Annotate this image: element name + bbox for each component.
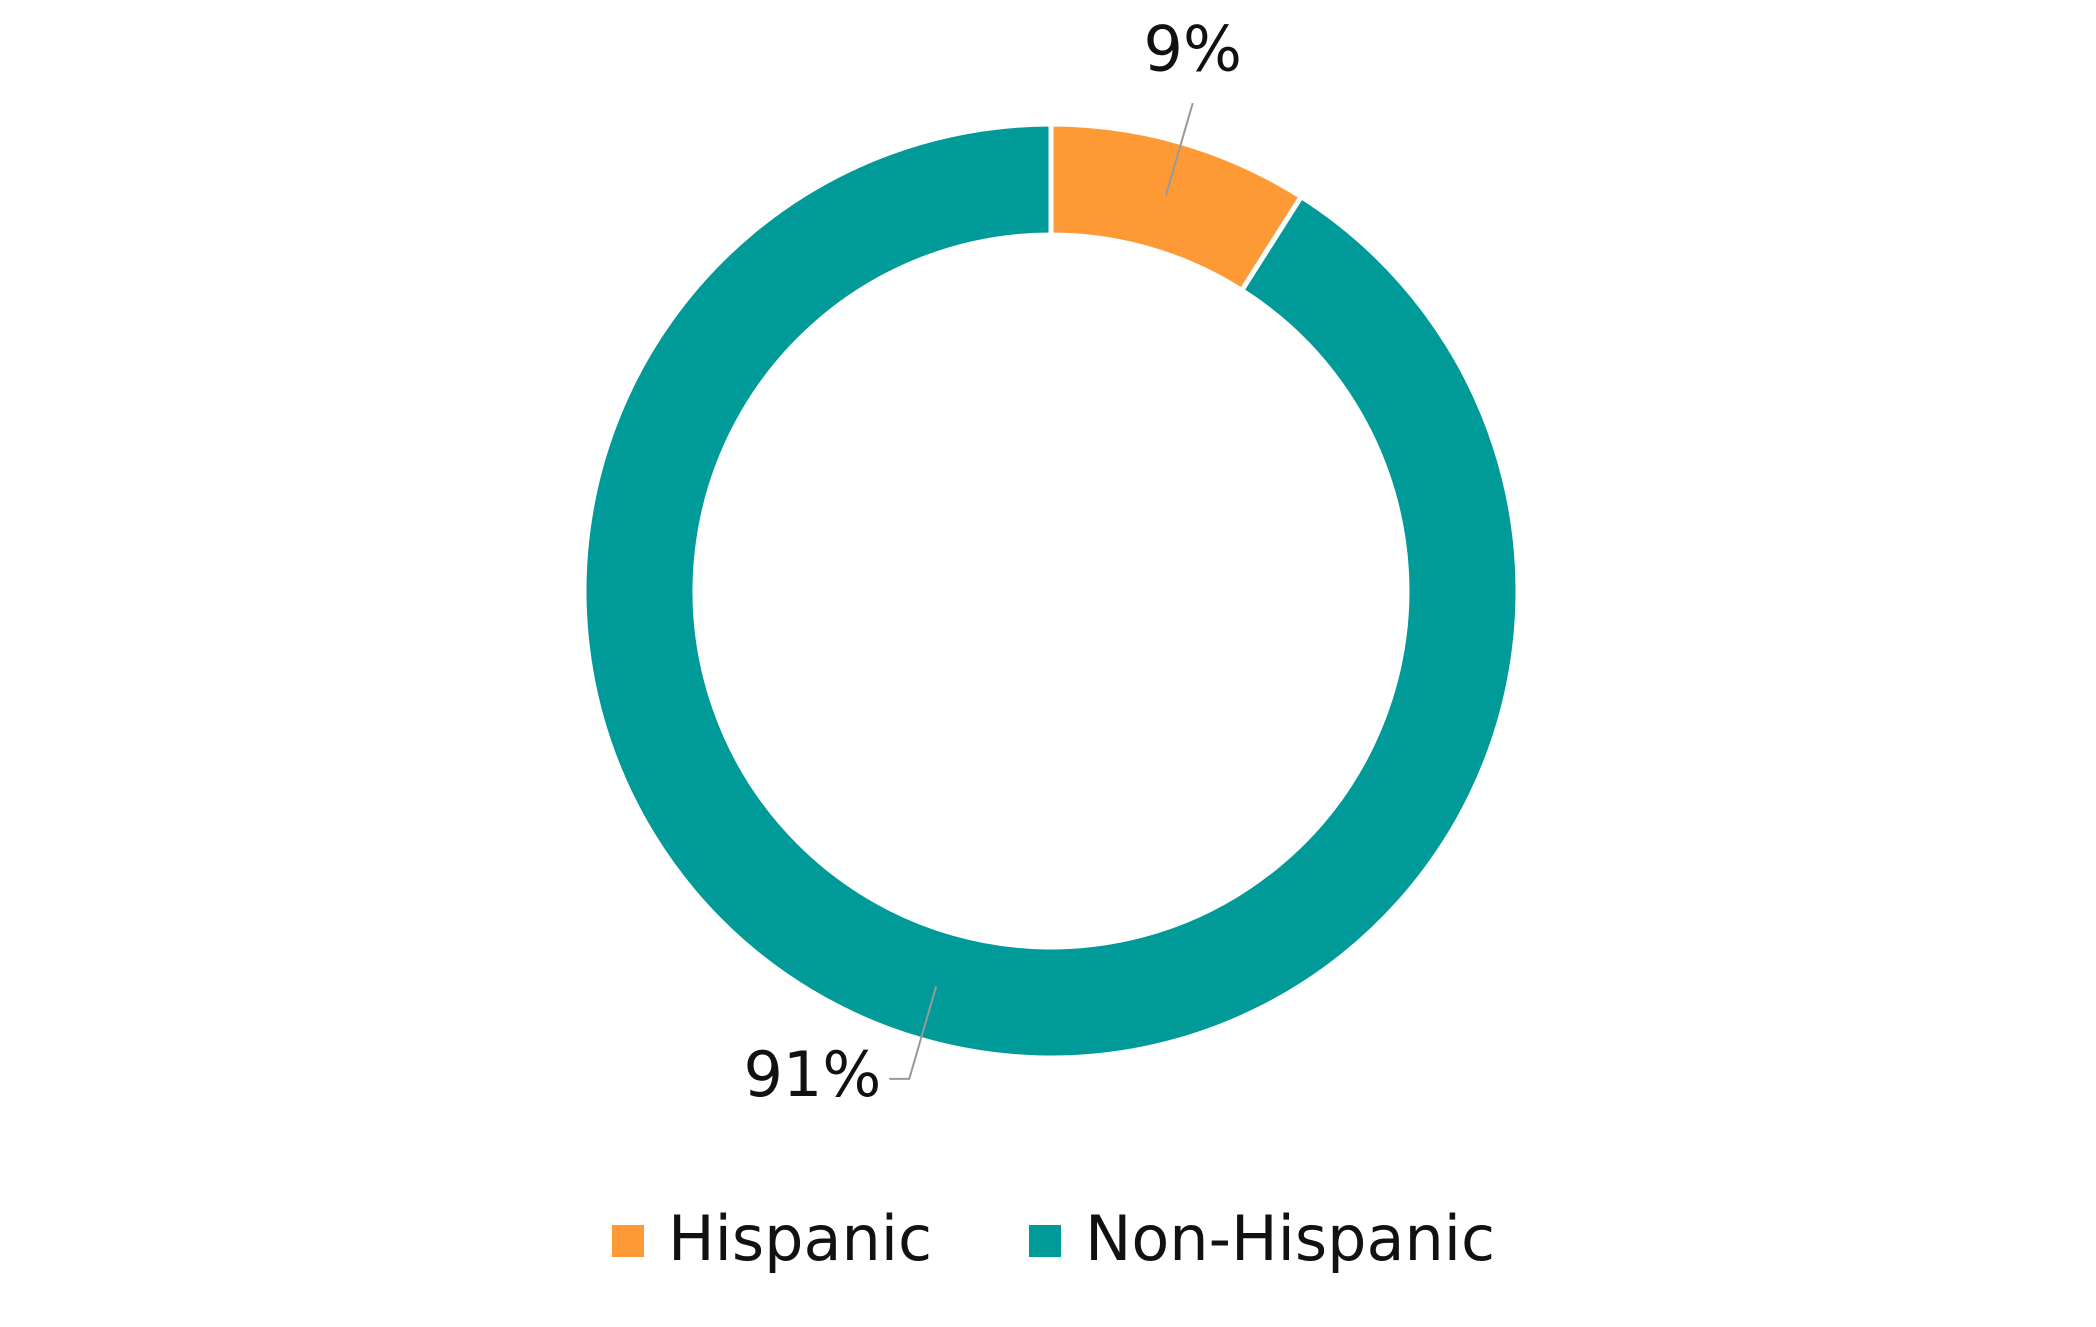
legend-label: Hispanic <box>668 1202 932 1275</box>
leader-line <box>889 985 938 1080</box>
donut-slice <box>581 121 1521 1061</box>
legend-swatch <box>612 1225 644 1257</box>
leader-line <box>1164 102 1194 197</box>
data-label: 9% <box>1144 12 1242 85</box>
legend-label: Non-Hispanic <box>1085 1202 1495 1275</box>
legend-swatch <box>1029 1225 1061 1257</box>
data-label: 91% <box>743 1038 881 1111</box>
